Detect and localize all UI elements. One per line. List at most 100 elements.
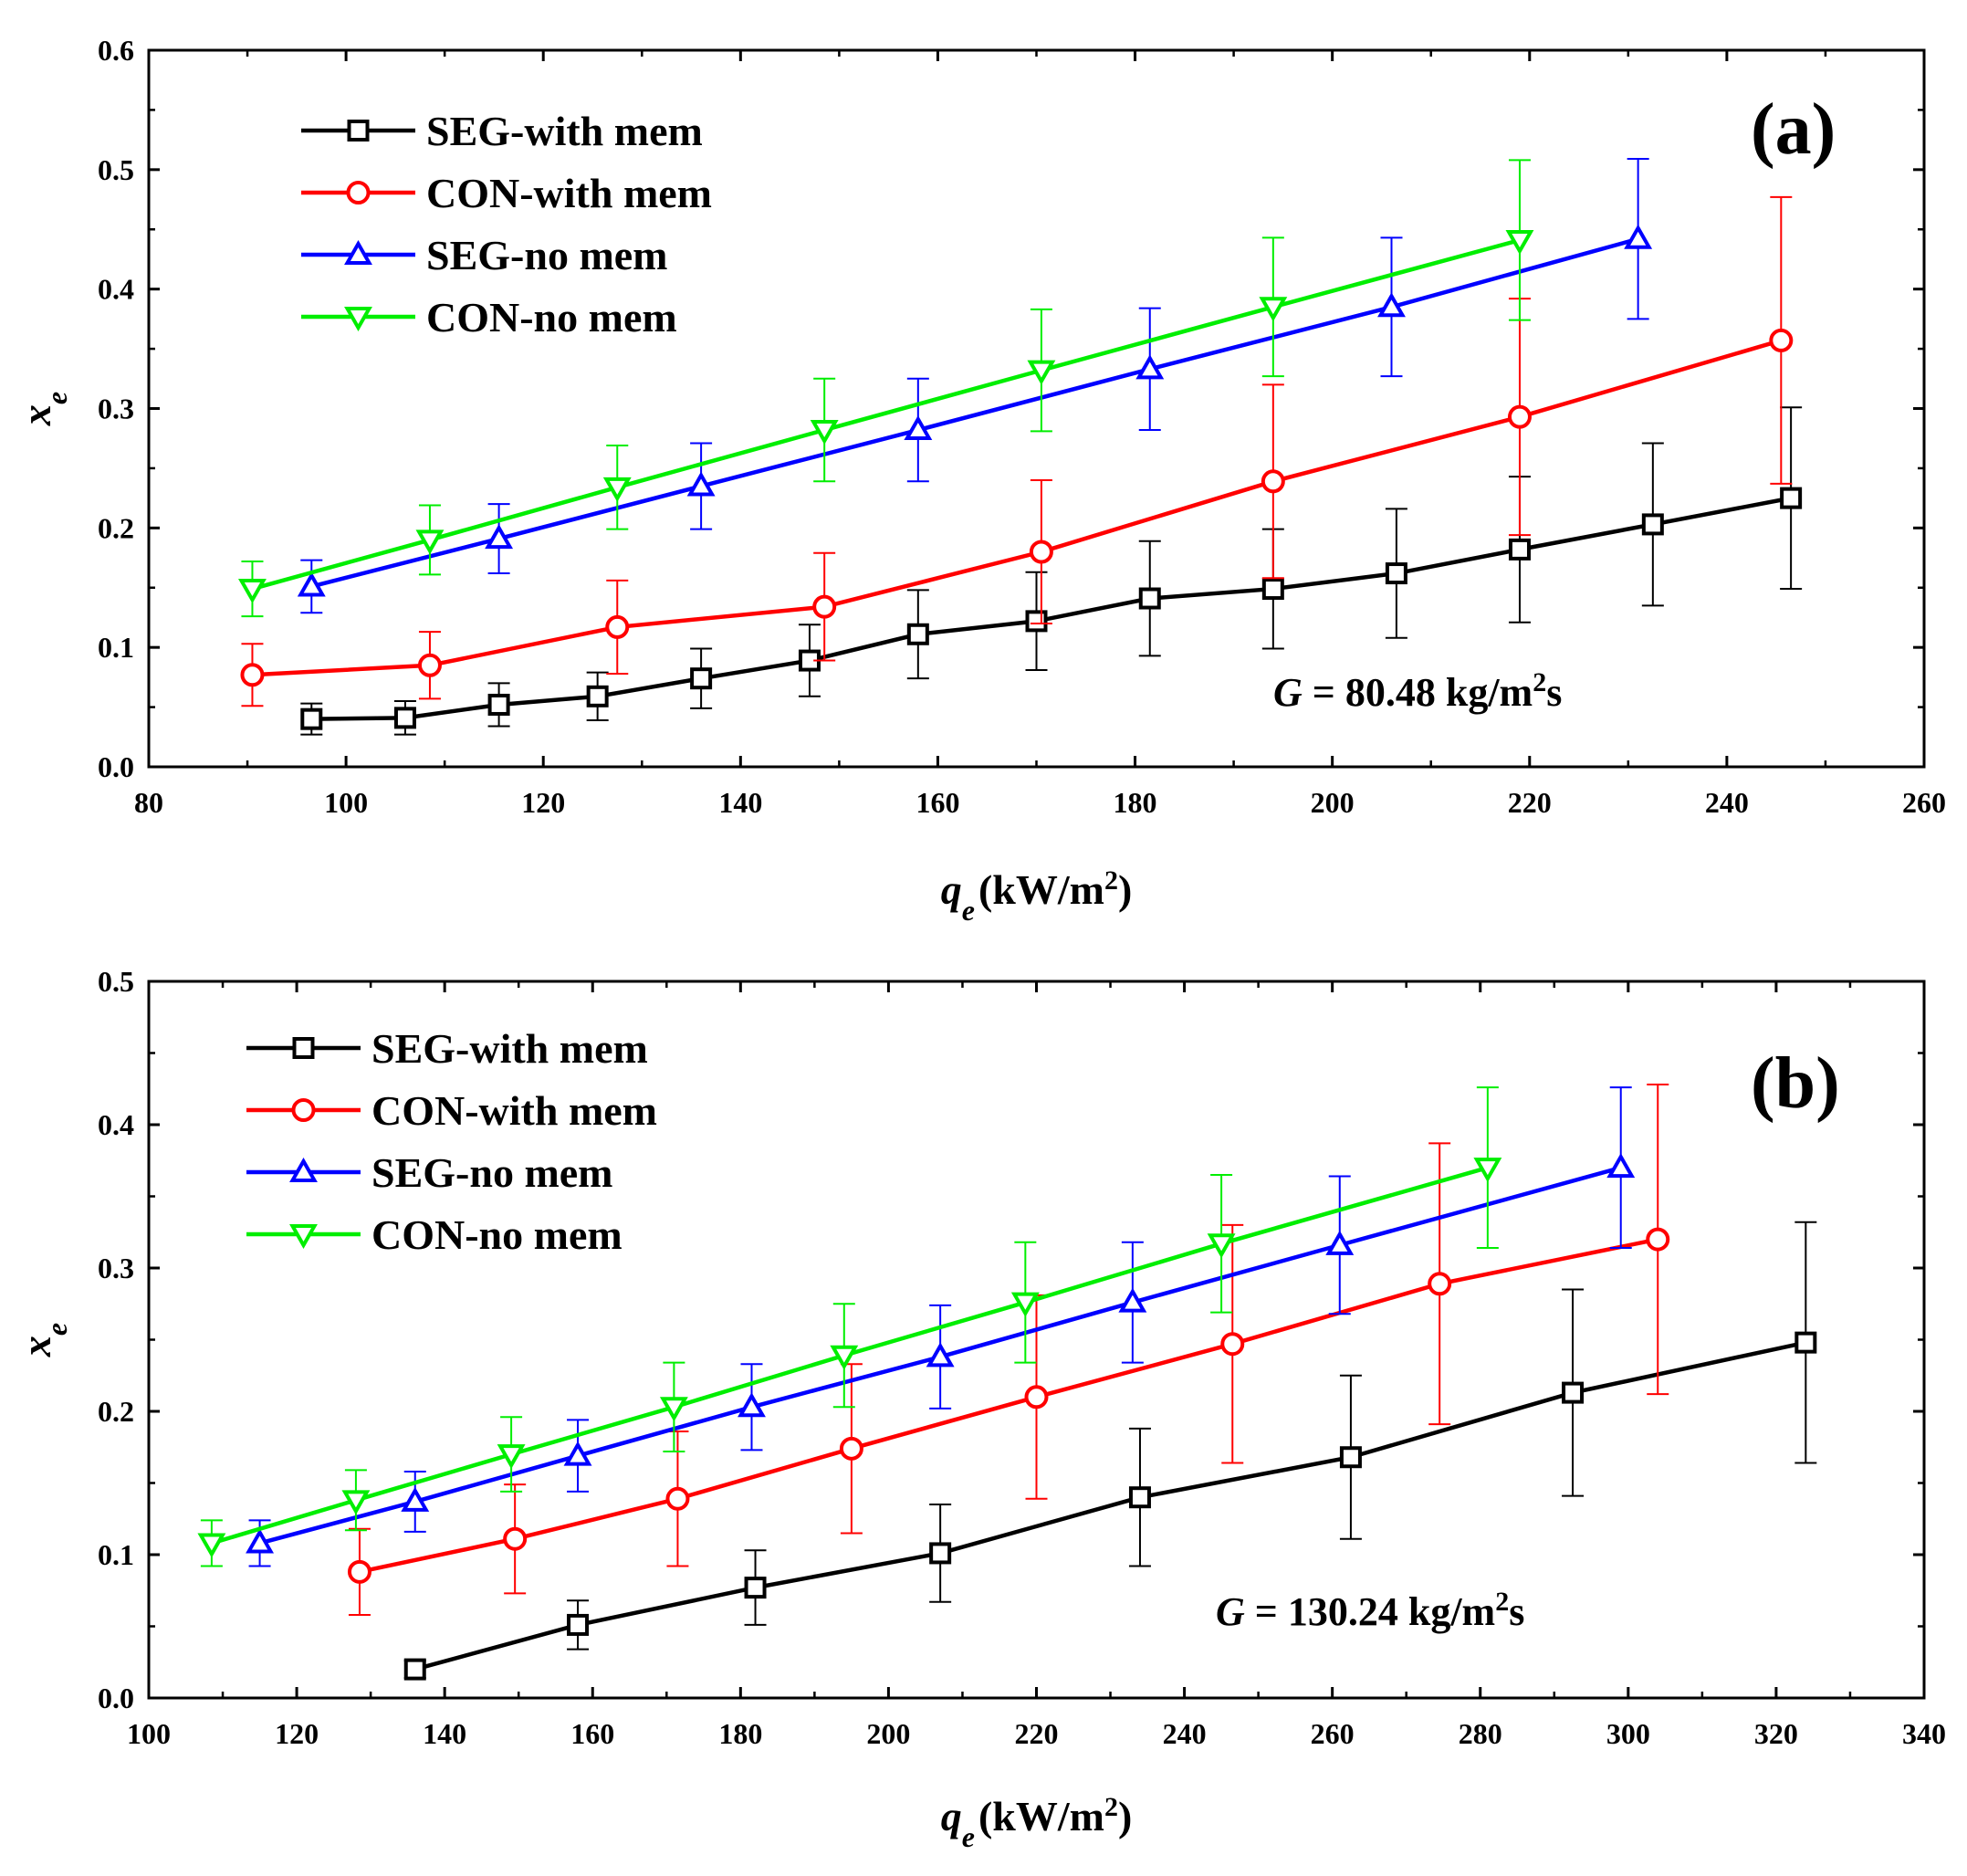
legend-label: CON-with mem <box>426 170 712 216</box>
data-point <box>690 667 713 690</box>
x-axis-title: qe(kW/m2) <box>941 865 1133 928</box>
y-tick-label: 0.5 <box>98 965 134 998</box>
series-con-no-mem <box>197 1086 1502 1567</box>
data-point <box>1325 1230 1355 1255</box>
series-con-with-mem <box>347 1084 1670 1616</box>
data-point <box>341 1490 371 1515</box>
data-point <box>1508 538 1531 561</box>
data-point <box>1261 469 1285 494</box>
x-tick-label: 120 <box>275 1717 319 1750</box>
legend-label: CON-with mem <box>371 1087 657 1134</box>
y-tick-label: 0.2 <box>98 1395 134 1428</box>
legend-marker <box>346 181 371 204</box>
x-tick-label: 120 <box>521 786 565 819</box>
data-point <box>1505 230 1534 256</box>
legend-label: SEG-with mem <box>371 1025 648 1072</box>
x-tick-label: 180 <box>718 1717 762 1750</box>
data-point <box>240 663 265 687</box>
legend-entry: CON-with mem <box>301 170 712 216</box>
data-point <box>567 1613 590 1636</box>
data-point <box>1339 1446 1362 1469</box>
data-point <box>1118 1287 1147 1313</box>
legend-marker <box>289 1157 318 1182</box>
x-tick-label: 140 <box>423 1717 466 1750</box>
flux-annotation: G = 80.48 kg/m2s <box>1273 667 1562 716</box>
y-tick-label: 0.5 <box>98 153 134 186</box>
legend-marker <box>344 307 372 332</box>
data-point <box>1220 1332 1245 1357</box>
y-tick-label: 0.4 <box>98 1108 134 1141</box>
y-axis-title: xe <box>13 1323 73 1357</box>
legend-marker <box>291 1098 316 1122</box>
series-con-no-mem <box>238 159 1534 618</box>
data-point <box>1259 297 1288 322</box>
series-seg-no-mem <box>297 158 1653 614</box>
x-tick-label: 140 <box>718 786 762 819</box>
legend-entry: SEG-no mem <box>246 1149 613 1196</box>
series-line <box>359 1237 1658 1575</box>
x-tick-label: 300 <box>1606 1717 1650 1750</box>
series-seg-with-mem <box>300 406 1803 736</box>
data-point <box>830 1345 859 1370</box>
y-tick-label: 0.2 <box>98 511 134 544</box>
data-point <box>417 653 442 677</box>
legend-label: CON-no mem <box>426 294 677 341</box>
y-tick-label: 0.4 <box>98 273 134 306</box>
data-point <box>1025 610 1048 633</box>
data-point <box>686 471 716 497</box>
data-point <box>1138 587 1161 610</box>
legend-entry: CON-no mem <box>246 1211 623 1258</box>
data-point <box>605 614 630 639</box>
data-point <box>904 415 933 441</box>
data-point <box>1769 328 1794 352</box>
data-point <box>497 1444 526 1470</box>
data-point <box>401 1486 430 1512</box>
data-point <box>586 685 609 707</box>
x-tick-label: 160 <box>915 786 959 819</box>
x-tick-label: 340 <box>1902 1717 1946 1750</box>
data-point <box>1027 360 1056 385</box>
y-tick-label: 0.3 <box>98 1252 134 1284</box>
legend-entry: SEG-no mem <box>301 232 668 278</box>
data-point <box>1606 1153 1636 1179</box>
data-point <box>1780 487 1803 509</box>
x-tick-label: 80 <box>134 786 163 819</box>
legend-entry: CON-with mem <box>246 1087 657 1134</box>
legend-entry: SEG-with mem <box>246 1025 648 1072</box>
legend-marker <box>289 1224 318 1250</box>
data-point <box>812 594 837 619</box>
x-tick-label: 200 <box>1311 786 1355 819</box>
data-point <box>738 1392 766 1418</box>
x-axis-title: qe(kW/m2) <box>941 1792 1133 1854</box>
x-tick-label: 320 <box>1754 1717 1798 1750</box>
series-line <box>258 1165 1622 1546</box>
data-point <box>347 1559 371 1584</box>
x-tick-label: 220 <box>1015 1717 1059 1750</box>
series-seg-no-mem <box>246 1086 1636 1567</box>
data-point <box>1562 1381 1585 1404</box>
legend-label: CON-no mem <box>371 1211 623 1258</box>
legend-marker <box>347 120 370 141</box>
data-point <box>602 477 632 502</box>
series-line <box>310 236 1639 589</box>
series-line <box>311 496 1792 721</box>
data-point <box>1377 292 1406 318</box>
y-tick-label: 0.6 <box>98 34 134 67</box>
data-point <box>197 1533 226 1558</box>
y-tick-label: 0.0 <box>98 750 134 783</box>
data-point <box>1024 1385 1049 1410</box>
x-tick-label: 100 <box>324 786 368 819</box>
data-point <box>238 579 267 604</box>
x-tick-label: 200 <box>866 1717 910 1750</box>
series-line <box>252 338 1782 677</box>
data-point <box>926 1342 955 1368</box>
y-axis-title: xe <box>13 392 73 426</box>
data-point <box>487 693 510 716</box>
series-line <box>211 1165 1489 1546</box>
legend-label: SEG-no mem <box>371 1149 613 1196</box>
data-point <box>1135 354 1165 380</box>
data-point <box>1010 1292 1040 1317</box>
x-tick-label: 260 <box>1902 786 1946 819</box>
x-tick-label: 180 <box>1114 786 1157 819</box>
